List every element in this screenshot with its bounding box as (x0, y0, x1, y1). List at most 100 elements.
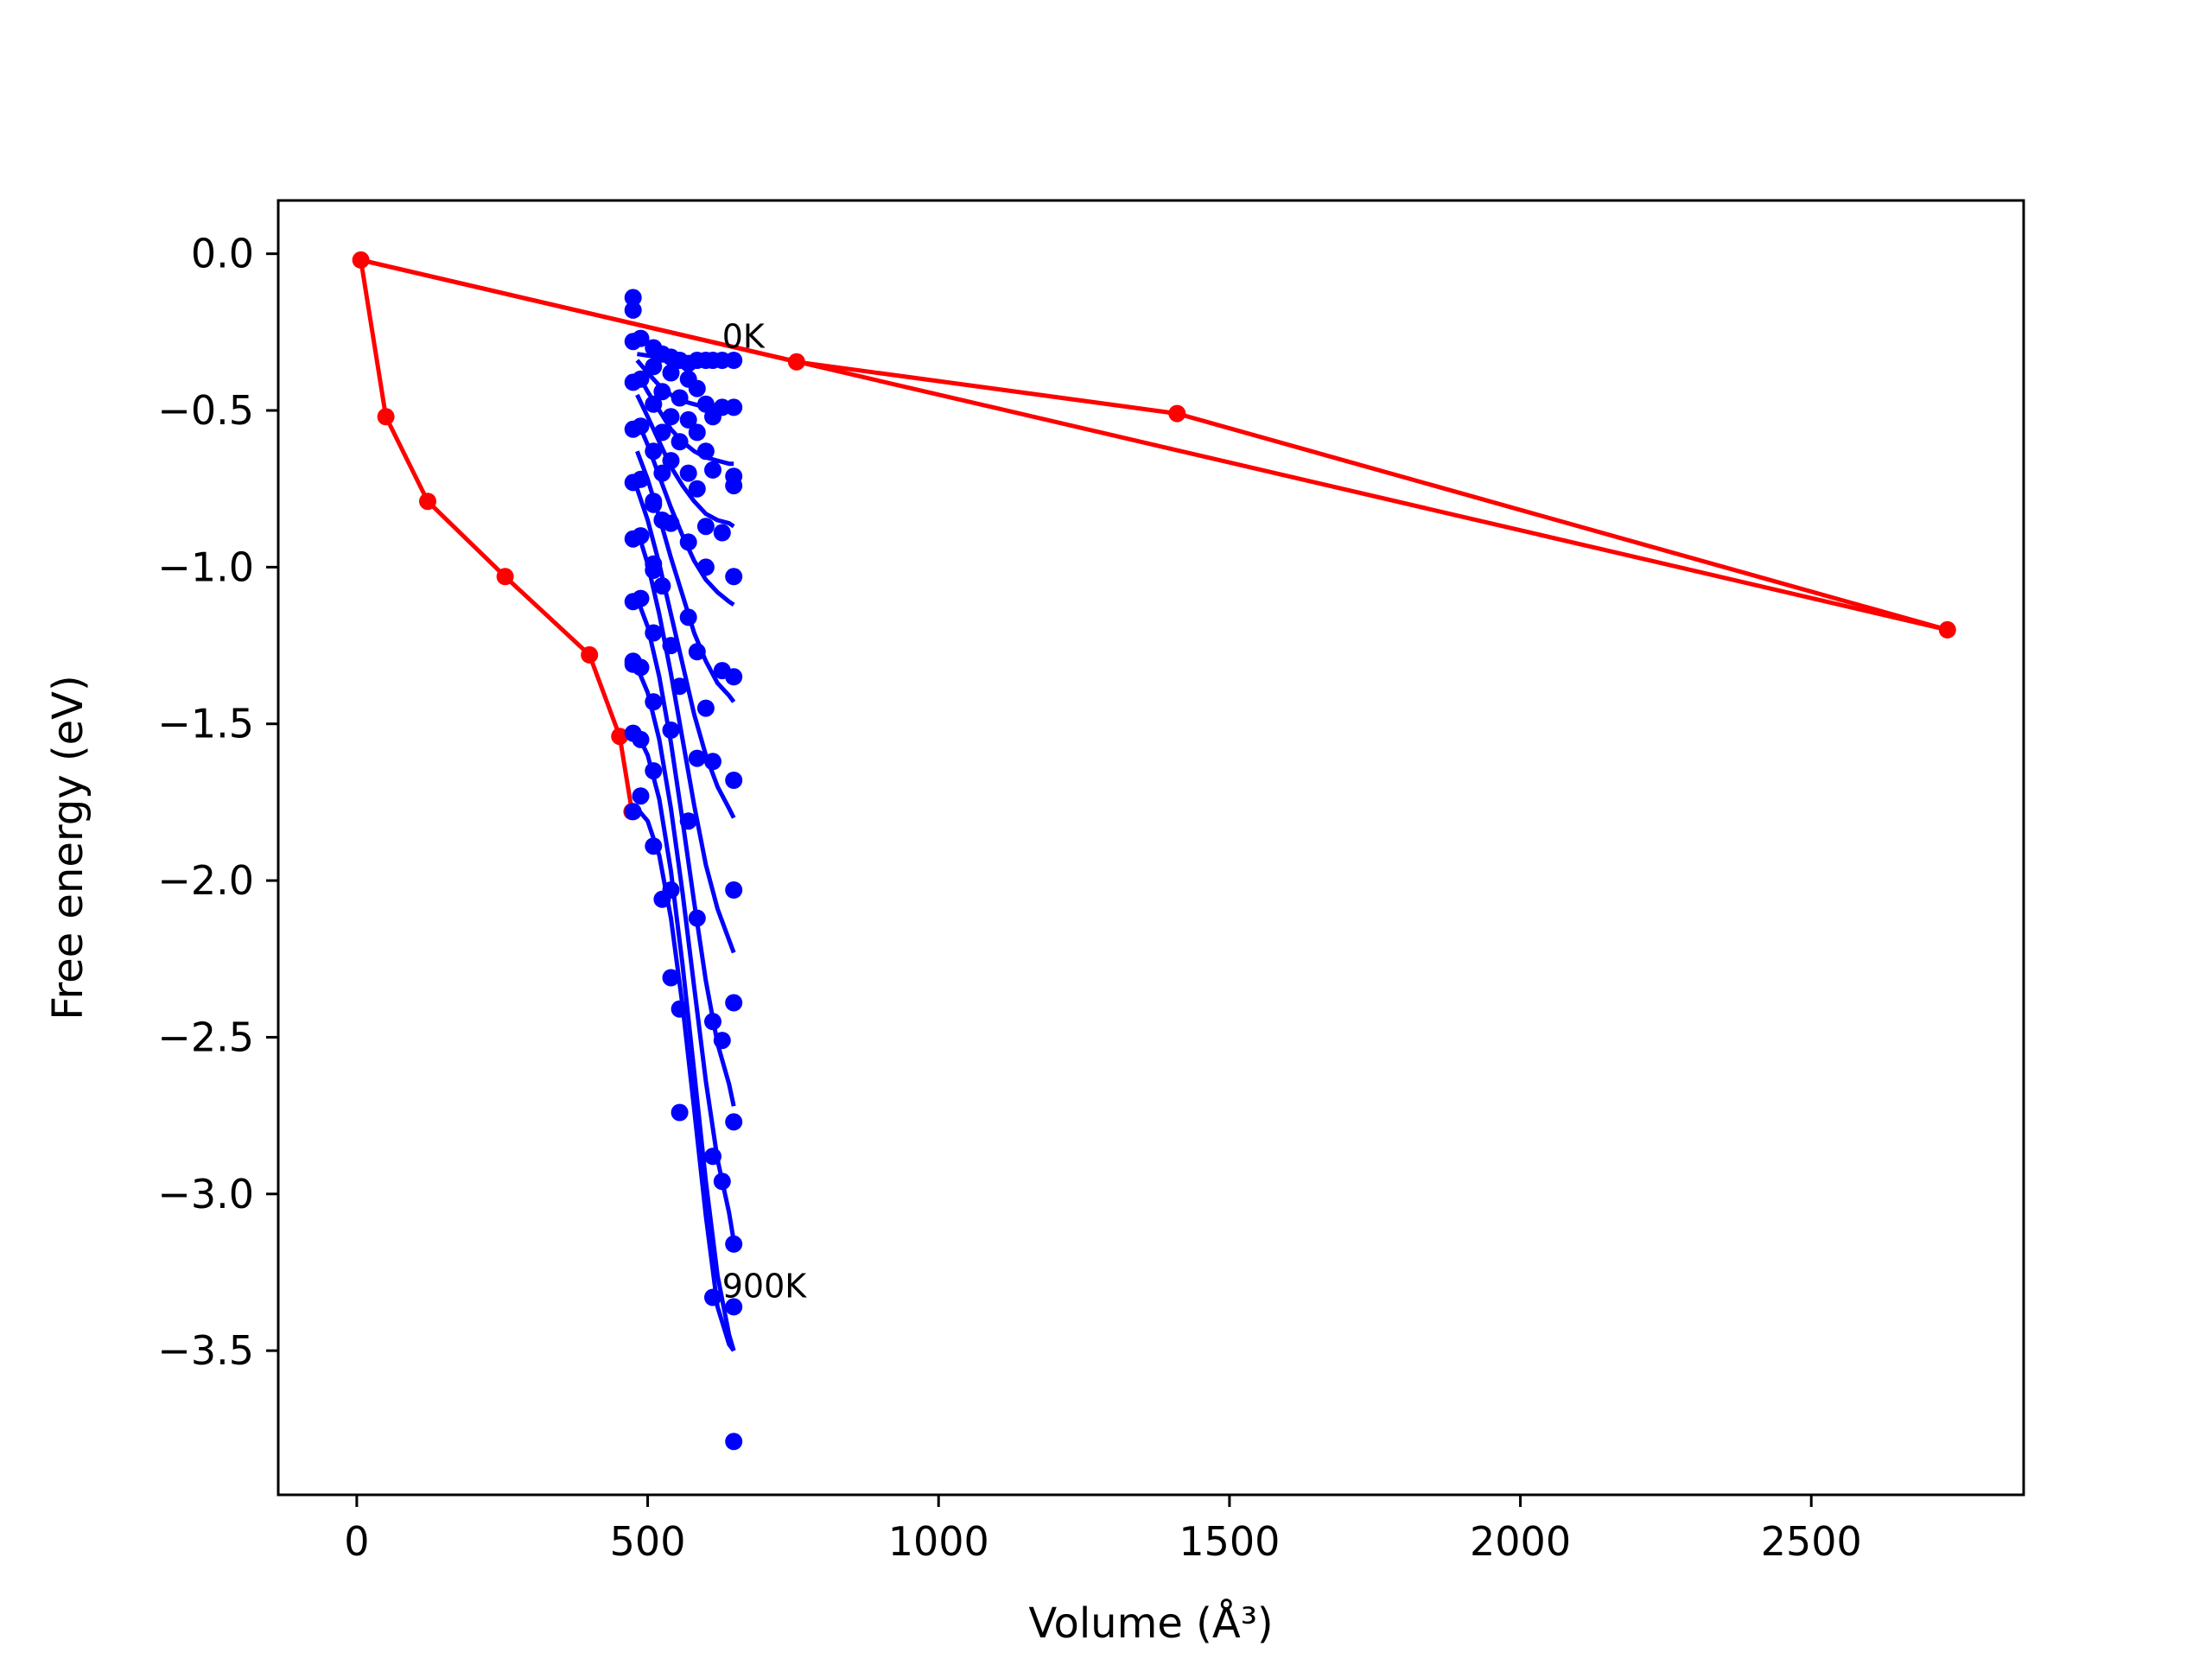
data-point-2-39 (653, 577, 671, 595)
data-point-2-14 (632, 417, 650, 435)
data-point-2-20 (632, 787, 650, 805)
data-point-2-31 (645, 562, 663, 579)
x-axis: 0 500 1000 1500 2000 2500 (344, 1495, 1862, 1565)
data-point-0-8 (611, 728, 629, 746)
data-point-2-22 (645, 358, 663, 376)
data-point-2-0 (624, 289, 642, 307)
annotation-900k: 900K (722, 1267, 808, 1305)
isotherm-curve-6 (635, 487, 736, 819)
data-point-2-88 (725, 352, 743, 369)
y-tick-label: −1.5 (157, 701, 254, 747)
data-point-2-63 (688, 379, 706, 397)
data-point-2-100 (725, 467, 743, 486)
x-tick-label: 1500 (1179, 1518, 1280, 1565)
data-point-2-16 (632, 527, 650, 545)
data-point-2-51 (671, 433, 689, 451)
data-point-2-50 (671, 389, 689, 407)
x-axis-label: Volume (Å³) (1028, 1599, 1273, 1648)
data-point-0-5 (419, 493, 436, 511)
data-point-2-57 (679, 410, 697, 429)
data-point-2-34 (653, 383, 671, 401)
data-point-2-93 (725, 772, 743, 789)
data-point-2-43 (662, 452, 680, 470)
isotherm-curve-3 (635, 393, 735, 529)
data-point-0-7 (581, 645, 599, 664)
data-point-2-72 (696, 518, 715, 536)
data-point-2-99 (725, 1433, 743, 1451)
data-point-2-30 (645, 837, 663, 855)
data-point-2-47 (662, 881, 680, 899)
isotherm-curve-8 (635, 597, 736, 1107)
data-point-2-94 (725, 881, 743, 899)
data-point-2-23 (645, 395, 663, 413)
data-point-2-96 (725, 1113, 743, 1131)
data-point-2-36 (653, 464, 671, 482)
data-point-2-29 (645, 762, 663, 780)
data-point-2-12 (632, 329, 650, 347)
data-point-2-60 (679, 608, 697, 626)
data-point-2-67 (688, 749, 706, 767)
data-point-2-78 (704, 753, 721, 771)
data-point-2-74 (696, 699, 715, 717)
isotherm-curve-7 (635, 529, 736, 954)
data-point-2-95 (725, 994, 743, 1012)
data-point-2-42 (662, 408, 680, 426)
data-point-2-44 (662, 514, 680, 532)
y-tick-label: −1.0 (157, 543, 254, 590)
data-point-2-45 (662, 637, 680, 655)
data-point-2-79 (704, 1013, 721, 1031)
data-point-2-24 (645, 442, 663, 461)
data-point-2-17 (632, 589, 650, 607)
y-tick-label: −2.0 (157, 857, 254, 904)
data-point-2-65 (688, 480, 706, 498)
data-point-2-80 (704, 1147, 721, 1166)
data-point-2-71 (696, 442, 715, 461)
y-tick-label: −0.5 (157, 387, 254, 434)
data-point-2-48 (662, 969, 680, 987)
y-tick-label: 0.0 (191, 231, 254, 277)
data-point-2-1 (624, 301, 642, 319)
x-tick-label: 2500 (1761, 1518, 1862, 1565)
data-point-2-15 (632, 470, 650, 488)
axes-frame (276, 199, 2025, 1497)
series-line-0 (359, 257, 1948, 812)
data-point-2-52 (671, 677, 689, 696)
data-point-2-35 (653, 423, 671, 442)
data-point-2-86 (713, 1032, 731, 1050)
x-tick-label: 1000 (888, 1518, 989, 1565)
data-point-2-66 (688, 643, 706, 661)
x-tick-label: 0 (344, 1518, 369, 1565)
data-point-2-77 (704, 461, 721, 479)
data-point-2-28 (645, 693, 663, 711)
data-point-2-46 (662, 721, 680, 739)
data-point-0-6 (496, 568, 514, 586)
data-point-2-19 (632, 730, 650, 748)
data-point-2-68 (688, 909, 706, 927)
annotations: 0K 900K (722, 317, 808, 1305)
data-point-2-18 (632, 658, 650, 677)
data-point-2-89 (725, 398, 743, 416)
data-point-2-59 (679, 533, 697, 551)
data-point-2-91 (725, 568, 743, 586)
y-tick-label: −3.0 (157, 1171, 254, 1217)
data-point-2-53 (671, 1000, 689, 1018)
series-line-1 (360, 257, 1948, 632)
data-point-2-64 (688, 423, 706, 442)
data-point-0-4 (377, 408, 395, 426)
data-point-2-13 (632, 370, 650, 388)
x-tick-label: 500 (610, 1518, 686, 1565)
data-point-2-27 (645, 624, 663, 642)
annotation-0k: 0K (722, 317, 766, 355)
data-point-0-1 (1168, 404, 1186, 423)
plot-area (352, 251, 1956, 1451)
data-point-2-58 (679, 464, 697, 482)
y-axis: 0.0 −0.5 −1.0 −1.5 −2.0 −2.5 −3.0 −3.5 (157, 231, 278, 1374)
y-tick-label: −3.5 (157, 1327, 254, 1374)
data-point-2-32 (645, 493, 663, 511)
data-point-2-87 (713, 1173, 731, 1191)
data-point-2-54 (671, 1103, 689, 1122)
data-point-2-84 (713, 524, 731, 542)
data-point-2-97 (725, 1235, 743, 1253)
